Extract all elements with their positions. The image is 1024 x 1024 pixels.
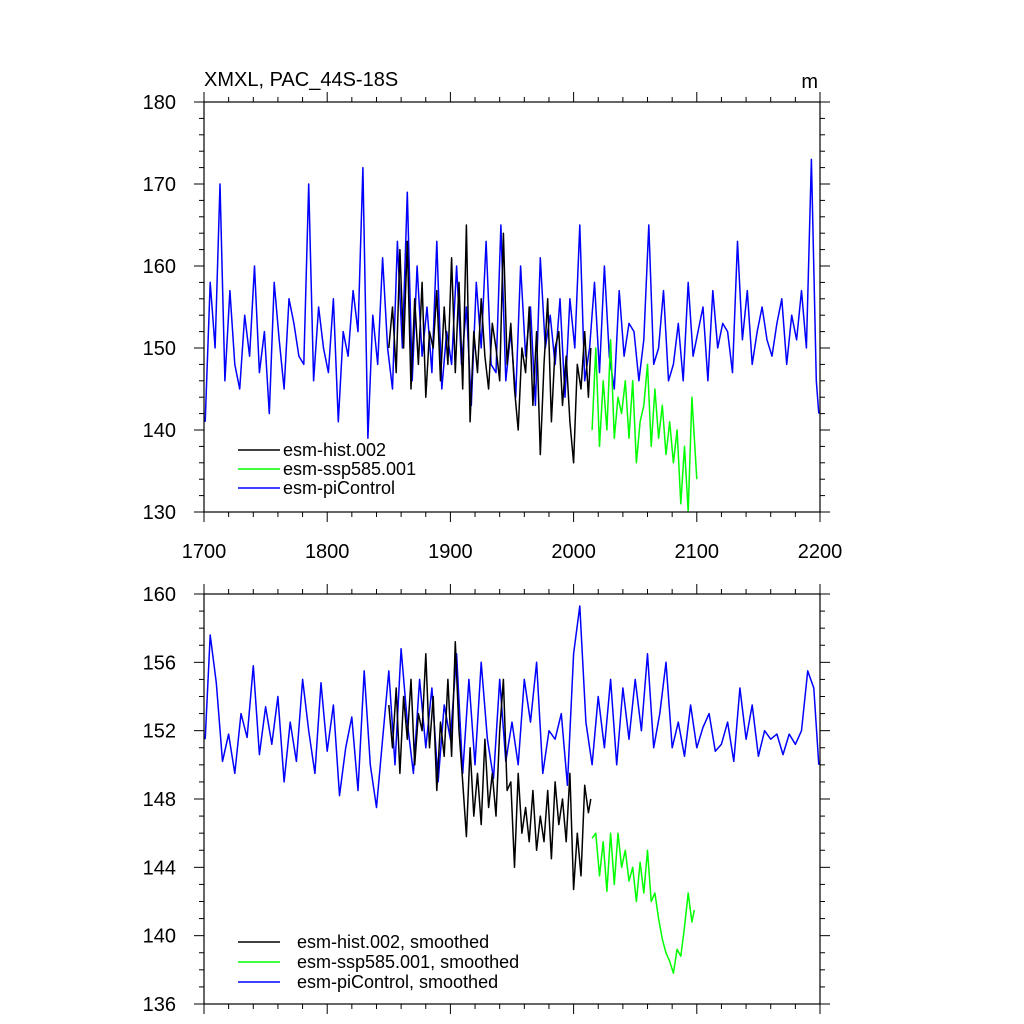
x-tick-label: 1800	[305, 541, 350, 563]
bottom-plot-frame	[203, 593, 821, 1005]
series-line	[204, 158, 820, 439]
legend-label: esm-ssp585.001, smoothed	[297, 952, 519, 972]
top-panel: XMXL, PAC_44S-18S m 1700 1800 1900 2000 2100…	[143, 69, 843, 563]
y-tick-label: 156	[143, 652, 176, 674]
y-tick-label: 150	[143, 338, 176, 360]
units-label: m	[801, 71, 818, 93]
y-tick-label: 170	[143, 174, 176, 196]
legend-label: esm-ssp585.001	[283, 459, 416, 479]
series-line	[388, 641, 592, 891]
bottom-ticks: 136 140 144 148 152 156 160	[143, 584, 830, 1016]
series-line	[591, 832, 696, 974]
bottom-series	[204, 605, 820, 974]
legend-label: esm-hist.002	[283, 440, 386, 460]
y-tick-label: 180	[143, 92, 176, 114]
y-tick-label: 130	[143, 502, 176, 524]
top-series	[204, 158, 820, 513]
chart-title: XMXL, PAC_44S-18S	[204, 69, 398, 91]
y-tick-label: 160	[143, 584, 176, 606]
legend-label: esm-piControl	[283, 478, 395, 498]
x-tick-label: 1700	[182, 541, 227, 563]
legend-label: esm-piControl, smoothed	[297, 972, 498, 992]
y-tick-label: 148	[143, 789, 176, 811]
x-tick-label: 2200	[798, 541, 843, 563]
y-tick-label: 160	[143, 256, 176, 278]
series-line	[591, 339, 698, 513]
legend-label: esm-hist.002, smoothed	[297, 932, 489, 952]
series-line	[204, 605, 820, 809]
x-tick-label: 2000	[551, 541, 596, 563]
top-ticks: 1700 1800 1900 2000 2100 2200 130 140 150 160 170 1…	[143, 92, 843, 563]
y-tick-label: 144	[143, 857, 176, 879]
y-tick-label: 140	[143, 420, 176, 442]
series-line	[388, 224, 592, 464]
x-tick-label: 1900	[428, 541, 473, 563]
y-tick-label: 136	[143, 994, 176, 1016]
bottom-panel: 136 140 144 148 152 156 160 esm-hist.002, smoo…	[143, 584, 830, 1016]
y-tick-label: 140	[143, 926, 176, 948]
y-tick-label: 152	[143, 721, 176, 743]
top-plot-frame	[203, 101, 821, 513]
x-tick-label: 2100	[675, 541, 720, 563]
